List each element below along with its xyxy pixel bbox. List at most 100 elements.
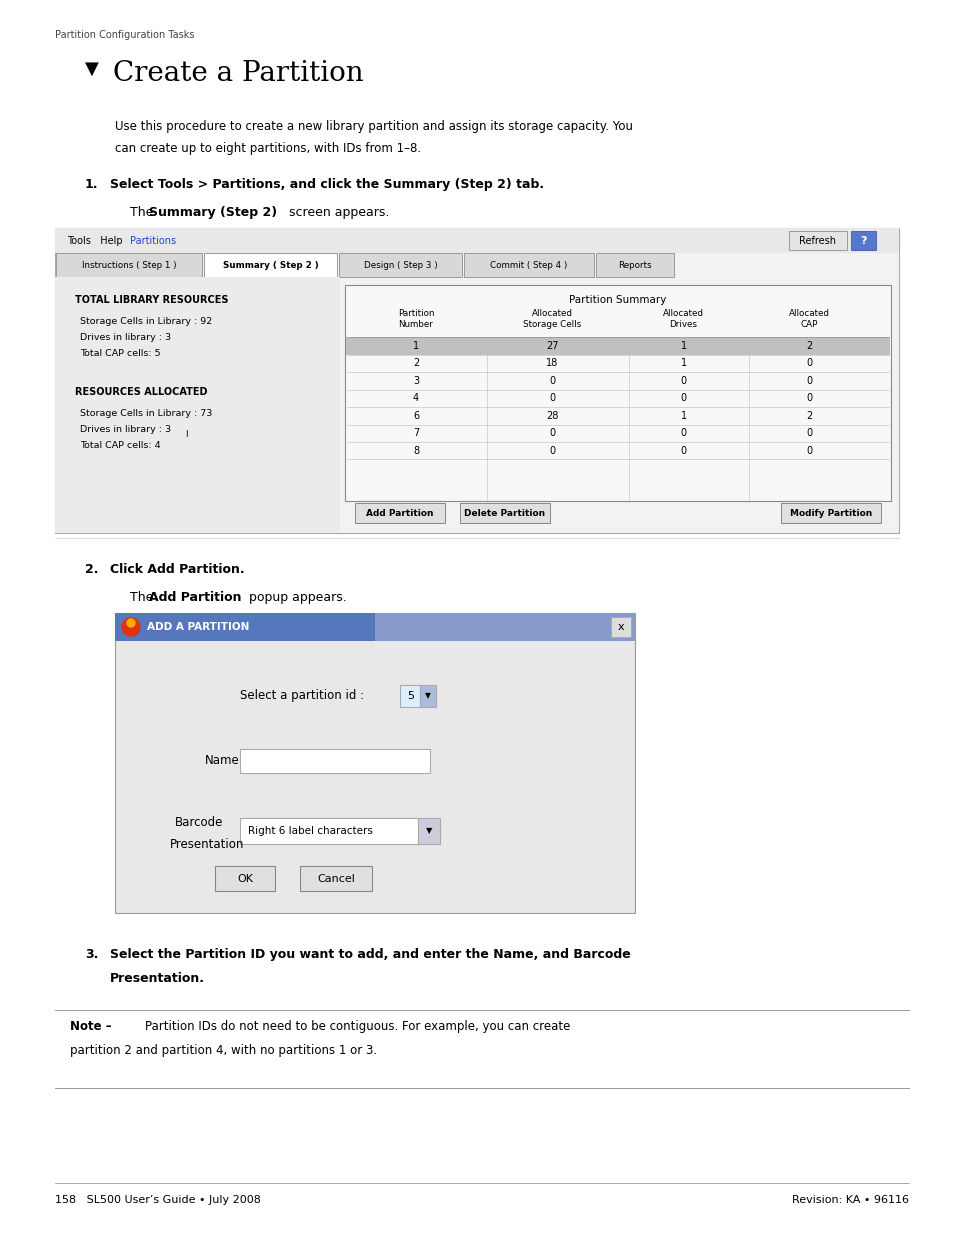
Text: Right 6 label characters: Right 6 label characters: [248, 826, 373, 836]
Text: I: I: [185, 430, 188, 438]
Text: Tools   Help: Tools Help: [67, 236, 123, 246]
Text: Drives in library : 3: Drives in library : 3: [80, 425, 171, 433]
Text: 0: 0: [805, 446, 811, 456]
Text: Click Add Partition.: Click Add Partition.: [110, 563, 244, 576]
Bar: [788, 231, 846, 249]
Text: Add Partition: Add Partition: [149, 592, 241, 604]
Text: Summary (Step 2): Summary (Step 2): [149, 206, 276, 219]
Text: Name: Name: [205, 755, 239, 767]
Text: 2: 2: [413, 358, 418, 368]
Circle shape: [127, 619, 135, 627]
Bar: [850, 231, 875, 249]
Bar: [55, 228, 898, 534]
Text: 8: 8: [413, 446, 418, 456]
Text: Note –: Note –: [70, 1020, 112, 1032]
Bar: [399, 685, 419, 706]
Text: Barcode: Barcode: [174, 816, 223, 830]
Bar: [596, 253, 673, 277]
Text: 2: 2: [805, 411, 811, 421]
Text: ?: ?: [860, 236, 866, 246]
Text: 28: 28: [546, 411, 558, 421]
Text: 1.: 1.: [85, 178, 98, 191]
Text: 0: 0: [679, 393, 686, 404]
Text: Allocated
Storage Cells: Allocated Storage Cells: [523, 309, 581, 329]
Text: Total CAP cells: 4: Total CAP cells: 4: [80, 441, 160, 450]
Bar: [56, 253, 202, 277]
Text: 1: 1: [679, 411, 686, 421]
Text: screen appears.: screen appears.: [285, 206, 389, 219]
Bar: [781, 503, 880, 522]
Bar: [419, 685, 436, 706]
Text: 0: 0: [549, 429, 555, 438]
Text: ADD A PARTITION: ADD A PARTITION: [147, 622, 249, 632]
Text: Modify Partition: Modify Partition: [789, 509, 871, 517]
Text: Drives in library : 3: Drives in library : 3: [80, 333, 171, 342]
Text: Commit ( Step 4 ): Commit ( Step 4 ): [490, 261, 567, 269]
Text: 1: 1: [679, 341, 686, 351]
Bar: [610, 618, 630, 637]
Bar: [55, 277, 339, 534]
Bar: [417, 818, 439, 844]
Text: Storage Cells in Library : 73: Storage Cells in Library : 73: [80, 409, 213, 417]
Text: Design ( Step 3 ): Design ( Step 3 ): [363, 261, 436, 269]
Text: 0: 0: [549, 446, 555, 456]
Text: 0: 0: [805, 375, 811, 385]
Text: partition 2 and partition 4, with no partitions 1 or 3.: partition 2 and partition 4, with no par…: [70, 1044, 376, 1057]
Bar: [204, 253, 336, 277]
Text: 0: 0: [549, 375, 555, 385]
Text: Total CAP cells: 5: Total CAP cells: 5: [80, 350, 160, 358]
Text: 2.: 2.: [85, 563, 98, 576]
Text: OK: OK: [236, 873, 253, 883]
Text: TOTAL LIBRARY RESOURCES: TOTAL LIBRARY RESOURCES: [75, 295, 229, 305]
Text: Summary ( Step 2 ): Summary ( Step 2 ): [222, 261, 318, 269]
Text: Partition IDs do not need to be contiguous. For example, you can create: Partition IDs do not need to be contiguo…: [145, 1020, 570, 1032]
Text: Select a partition id :: Select a partition id :: [240, 689, 364, 703]
Bar: [346, 337, 889, 354]
Text: x: x: [617, 622, 623, 632]
Bar: [355, 503, 444, 522]
Bar: [463, 253, 594, 277]
Text: 3: 3: [413, 375, 418, 385]
Text: 1: 1: [679, 358, 686, 368]
Text: 6: 6: [413, 411, 418, 421]
Circle shape: [122, 618, 140, 636]
Text: The: The: [130, 206, 157, 219]
Text: 7: 7: [413, 429, 418, 438]
Text: Allocated
Drives: Allocated Drives: [662, 309, 703, 329]
Text: 4: 4: [413, 393, 418, 404]
Text: Select the Partition ID you want to add, and enter the Name, and Barcode: Select the Partition ID you want to add,…: [110, 948, 630, 961]
Text: Partition Summary: Partition Summary: [569, 295, 666, 305]
Bar: [115, 613, 635, 641]
Text: ▼: ▼: [425, 826, 432, 836]
Text: The: The: [130, 592, 157, 604]
Text: Instructions ( Step 1 ): Instructions ( Step 1 ): [82, 261, 176, 269]
Text: 2: 2: [805, 341, 811, 351]
Bar: [115, 613, 635, 913]
Text: 0: 0: [679, 375, 686, 385]
Text: Create a Partition: Create a Partition: [112, 61, 363, 86]
Bar: [338, 253, 461, 277]
Bar: [240, 818, 417, 844]
Bar: [240, 748, 430, 773]
Bar: [345, 285, 890, 501]
Text: Use this procedure to create a new library partition and assign its storage capa: Use this procedure to create a new libra…: [115, 120, 633, 133]
Text: Add Partition: Add Partition: [366, 509, 434, 517]
Bar: [55, 1010, 908, 1079]
Text: 1: 1: [413, 341, 418, 351]
Text: Reports: Reports: [618, 261, 651, 269]
Text: Select Tools > Partitions, and click the Summary (Step 2) tab.: Select Tools > Partitions, and click the…: [110, 178, 543, 191]
Text: Partitions: Partitions: [130, 236, 176, 246]
Text: 3.: 3.: [85, 948, 98, 961]
Bar: [375, 613, 635, 641]
Bar: [55, 228, 898, 253]
Text: Partition Configuration Tasks: Partition Configuration Tasks: [55, 30, 194, 40]
Text: Allocated
CAP: Allocated CAP: [788, 309, 829, 329]
Text: Refresh: Refresh: [799, 236, 836, 246]
Text: 0: 0: [805, 393, 811, 404]
Text: 27: 27: [546, 341, 558, 351]
Text: Cancel: Cancel: [316, 873, 355, 883]
Text: 158   SL500 User’s Guide • July 2008: 158 SL500 User’s Guide • July 2008: [55, 1195, 260, 1205]
Text: Revision: KA • 96116: Revision: KA • 96116: [791, 1195, 908, 1205]
Text: 0: 0: [549, 393, 555, 404]
Text: Partition
Number: Partition Number: [397, 309, 434, 329]
